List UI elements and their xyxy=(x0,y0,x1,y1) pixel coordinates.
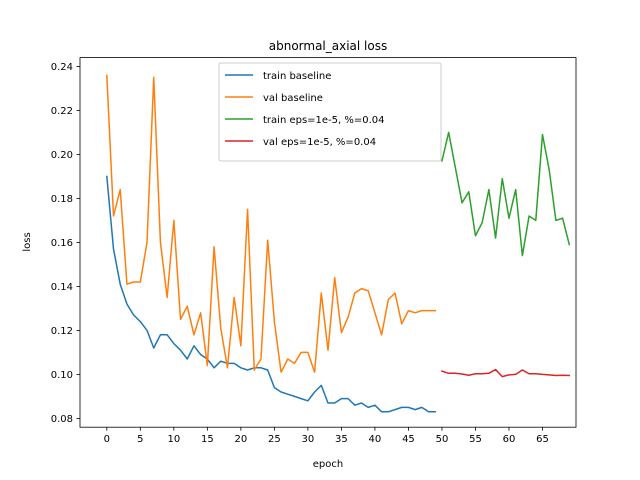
y-tick-label: 0.08 xyxy=(51,414,73,425)
y-tick-label: 0.14 xyxy=(51,282,73,293)
x-tick-label: 30 xyxy=(302,434,315,445)
x-tick-label: 20 xyxy=(234,434,247,445)
series-line-2 xyxy=(441,131,571,257)
legend-entry: val baseline xyxy=(263,93,323,104)
x-tick-label: 15 xyxy=(201,434,214,445)
legend-entry: train eps=1e-5, %=0.04 xyxy=(263,115,385,126)
x-axis-label: epoch xyxy=(313,459,343,470)
x-tick-label: 10 xyxy=(167,434,180,445)
y-tick-label: 0.16 xyxy=(51,238,73,249)
series-line-0 xyxy=(105,175,436,413)
legend: train baseline val baseline train eps=1e-5… xyxy=(218,62,442,162)
y-tick-label: 0.22 xyxy=(51,106,73,117)
x-tick-label: 50 xyxy=(436,434,449,445)
legend-entry: val eps=1e-5, %=0.04 xyxy=(263,137,376,148)
y-tick-label: 0.18 xyxy=(51,194,73,205)
x-axis: 0 5 10 15 20 25 30 35 40 45 50 55 60 65 xyxy=(104,427,549,445)
x-tick-label: 60 xyxy=(503,434,516,445)
y-tick-label: 0.24 xyxy=(51,62,73,73)
y-tick-label: 0.12 xyxy=(51,326,73,337)
legend-box xyxy=(218,62,442,162)
series-layer xyxy=(105,74,571,413)
series-line-3 xyxy=(441,368,571,378)
x-tick-label: 5 xyxy=(137,434,143,445)
chart-title: abnormal_axial loss xyxy=(269,39,388,53)
x-tick-label: 35 xyxy=(335,434,348,445)
y-tick-label: 0.10 xyxy=(51,370,73,381)
series-line-1 xyxy=(106,74,436,373)
x-tick-label: 55 xyxy=(469,434,482,445)
x-tick-label: 65 xyxy=(536,434,549,445)
y-tick-label: 0.20 xyxy=(51,150,73,161)
legend-entry: train baseline xyxy=(263,71,331,82)
x-tick-label: 40 xyxy=(369,434,382,445)
y-axis-label: loss xyxy=(22,232,33,251)
x-tick-label: 45 xyxy=(402,434,415,445)
x-tick-label: 0 xyxy=(104,434,110,445)
x-tick-label: 25 xyxy=(268,434,281,445)
y-axis: 0.08 0.10 0.12 0.14 0.16 0.18 0.20 0.22 0.24 xyxy=(51,62,80,425)
